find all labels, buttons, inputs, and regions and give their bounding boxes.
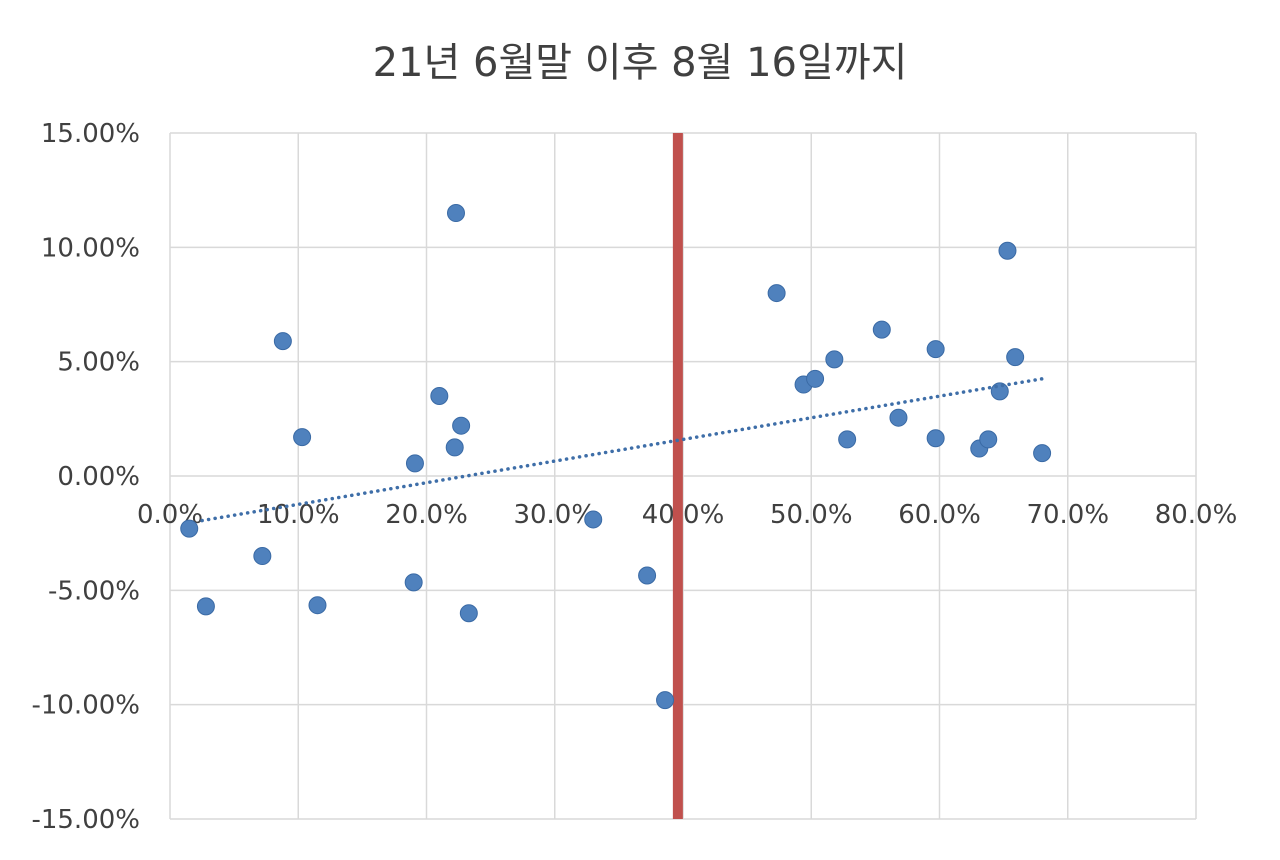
y-tick-label: 5.00%: [57, 348, 140, 378]
grid-lines: [169, 132, 1197, 820]
x-tick-label: 80.0%: [1155, 500, 1238, 530]
y-tick-label: 15.00%: [41, 119, 140, 149]
data-point: [253, 547, 272, 566]
y-tick-label: 0.00%: [57, 462, 140, 492]
data-point: [446, 204, 465, 223]
data-point: [656, 691, 675, 710]
data-point: [889, 408, 908, 427]
data-point: [1033, 444, 1052, 463]
y-tick-label: -15.00%: [31, 805, 140, 835]
data-point: [998, 241, 1017, 260]
data-point: [767, 284, 786, 303]
data-point: [806, 369, 825, 388]
x-tick-label: 40.0%: [642, 500, 725, 530]
x-tick-label: 30.0%: [513, 500, 596, 530]
data-point: [979, 430, 998, 449]
x-tick-label: 70.0%: [1026, 500, 1109, 530]
data-point: [293, 428, 312, 447]
data-point: [430, 386, 449, 405]
x-tick-label: 60.0%: [898, 500, 981, 530]
data-point: [584, 510, 603, 529]
data-point: [838, 430, 857, 449]
y-tick-label: -5.00%: [48, 576, 140, 606]
x-tick-label: 20.0%: [385, 500, 468, 530]
data-point: [825, 350, 844, 369]
data-point: [926, 429, 945, 448]
data-point: [459, 604, 478, 623]
x-tick-label: 50.0%: [770, 500, 853, 530]
data-point: [638, 566, 657, 585]
data-point: [273, 332, 292, 351]
data-point: [445, 438, 464, 457]
data-point: [196, 597, 215, 616]
y-tick-label: -10.00%: [31, 691, 140, 721]
y-tick-label: 10.00%: [41, 233, 140, 263]
data-point: [308, 596, 327, 615]
y-axis-tick-labels: 15.00% 10.00% 5.00% 0.00% -5.00% -10.00% -15.0…: [31, 119, 140, 835]
data-point: [405, 454, 424, 473]
data-point: [926, 340, 945, 359]
data-point: [452, 416, 471, 435]
data-point: [872, 320, 891, 339]
data-point: [180, 519, 199, 538]
data-points: [180, 204, 1052, 710]
data-point: [404, 573, 423, 592]
data-point: [1006, 348, 1025, 367]
data-point: [990, 382, 1009, 401]
x-axis-tick-labels: 0.0% 10.0% 20.0% 30.0% 40.0% 50.0% 60.0% 70.0% 8…: [137, 500, 1237, 530]
chart-title: 21년 6월말 이후 8월 16일까지: [372, 40, 908, 86]
